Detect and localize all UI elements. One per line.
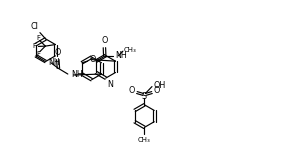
- Text: F: F: [33, 43, 36, 49]
- Text: CH₃: CH₃: [124, 47, 137, 53]
- Text: O: O: [129, 86, 135, 95]
- Text: F: F: [37, 51, 41, 57]
- Text: Cl: Cl: [31, 22, 39, 31]
- Text: NH: NH: [48, 58, 60, 67]
- Text: O: O: [154, 86, 160, 95]
- Text: OH: OH: [153, 81, 166, 90]
- Text: N: N: [107, 80, 113, 89]
- Text: O: O: [101, 36, 108, 45]
- Text: NH: NH: [115, 51, 127, 60]
- Text: O: O: [55, 48, 61, 57]
- Text: F: F: [37, 35, 41, 41]
- Text: O: O: [89, 55, 95, 64]
- Text: S: S: [142, 92, 147, 101]
- Text: NH: NH: [71, 71, 83, 80]
- Text: CH₃: CH₃: [138, 137, 151, 143]
